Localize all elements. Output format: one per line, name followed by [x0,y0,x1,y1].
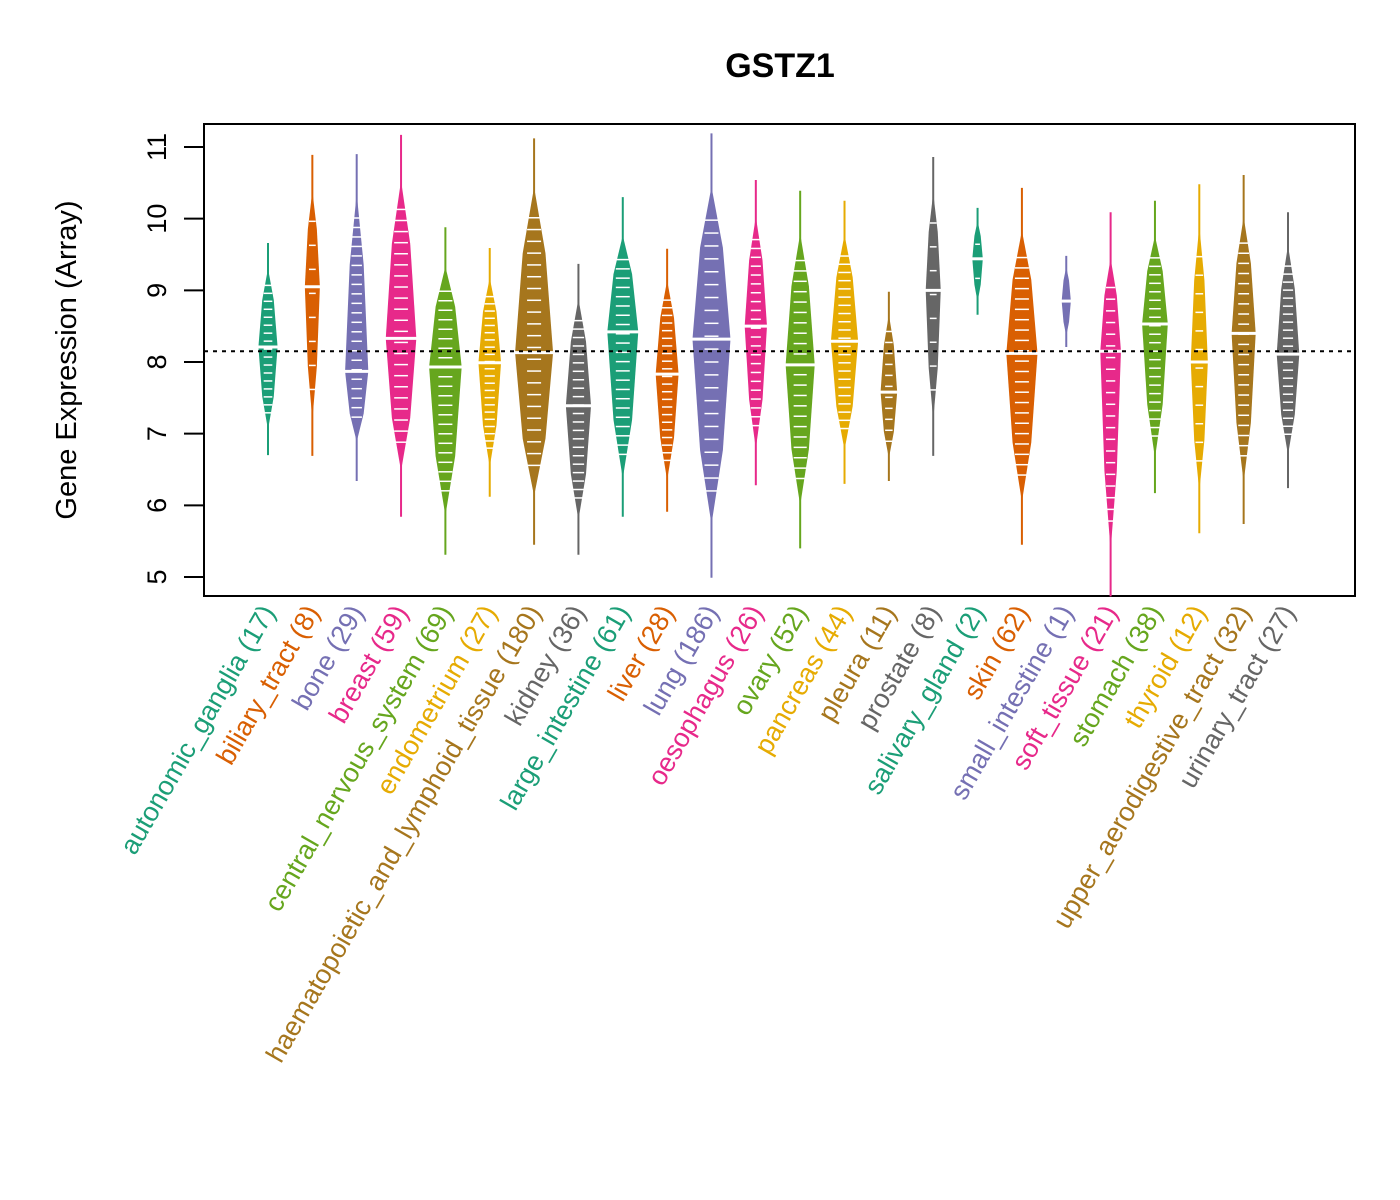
violin-ovary [783,190,817,549]
violin-body [1142,235,1168,459]
violin-salivary_gland [970,207,985,315]
violin-breast [383,134,419,517]
y-tick-label: 5 [142,569,172,584]
violin-body [785,233,815,506]
violin-biliary_tract [302,154,322,456]
violin-stomach [1140,200,1170,494]
violin-body [515,187,554,496]
x-label-count: (27) [1247,600,1301,663]
violin-body [744,216,767,449]
y-tick-label: 10 [142,204,172,234]
violin-body [925,192,941,421]
violin-endometrium [476,248,504,497]
violin-liver [653,248,681,512]
x-axis-labels: autonomic_ganglia (17)biliary_tract (8)b… [114,600,1301,1067]
violin-body [429,266,462,516]
violin-body [478,277,502,467]
violin-soft_tissue [1098,212,1123,597]
violin-prostate [923,157,943,456]
violin-thyroid [1188,184,1210,534]
violin-body [972,220,983,302]
violin-kidney [563,263,594,555]
violin-body [607,235,639,479]
y-tick-label: 8 [142,354,172,369]
chart-title: GSTZ1 [725,47,835,85]
y-tick-label: 7 [142,426,172,441]
violin-body [345,193,369,442]
violin-body [1190,226,1208,492]
violin-body [1276,245,1300,456]
violin-pleura [878,291,900,481]
violin-body [304,191,320,420]
violin-body [565,298,592,520]
y-axis-label: Gene Expression (Array) [51,200,83,519]
violin-pancreas [828,200,861,484]
violin-autonomic_ganglia [256,243,280,456]
y-tick-label: 9 [142,283,172,298]
violin-bone [343,154,371,481]
violin-body [385,180,417,471]
plot-frame [203,123,1356,597]
violin-body [1006,230,1038,502]
y-tick-label: 11 [142,133,172,161]
violin-lung [690,133,733,578]
violin-body [1231,216,1256,483]
violin-large_intestine [605,197,641,517]
violin-haematopoietic_and_lymphoid_tissue [513,138,556,545]
violin-body [692,186,731,525]
y-axis: 5 6 7 8 9 10 11 [142,133,204,585]
violin-oesophagus [742,179,769,486]
violin-upper_aerodigestive_tract [1229,174,1258,524]
violin-small_intestine [1059,255,1073,347]
violins [256,133,1302,597]
violin-skin [1004,187,1040,545]
violin-central_nervous_system [427,227,464,555]
y-tick-label: 6 [142,498,172,513]
violin-body [655,280,679,481]
violin-urinary_tract [1274,212,1302,489]
